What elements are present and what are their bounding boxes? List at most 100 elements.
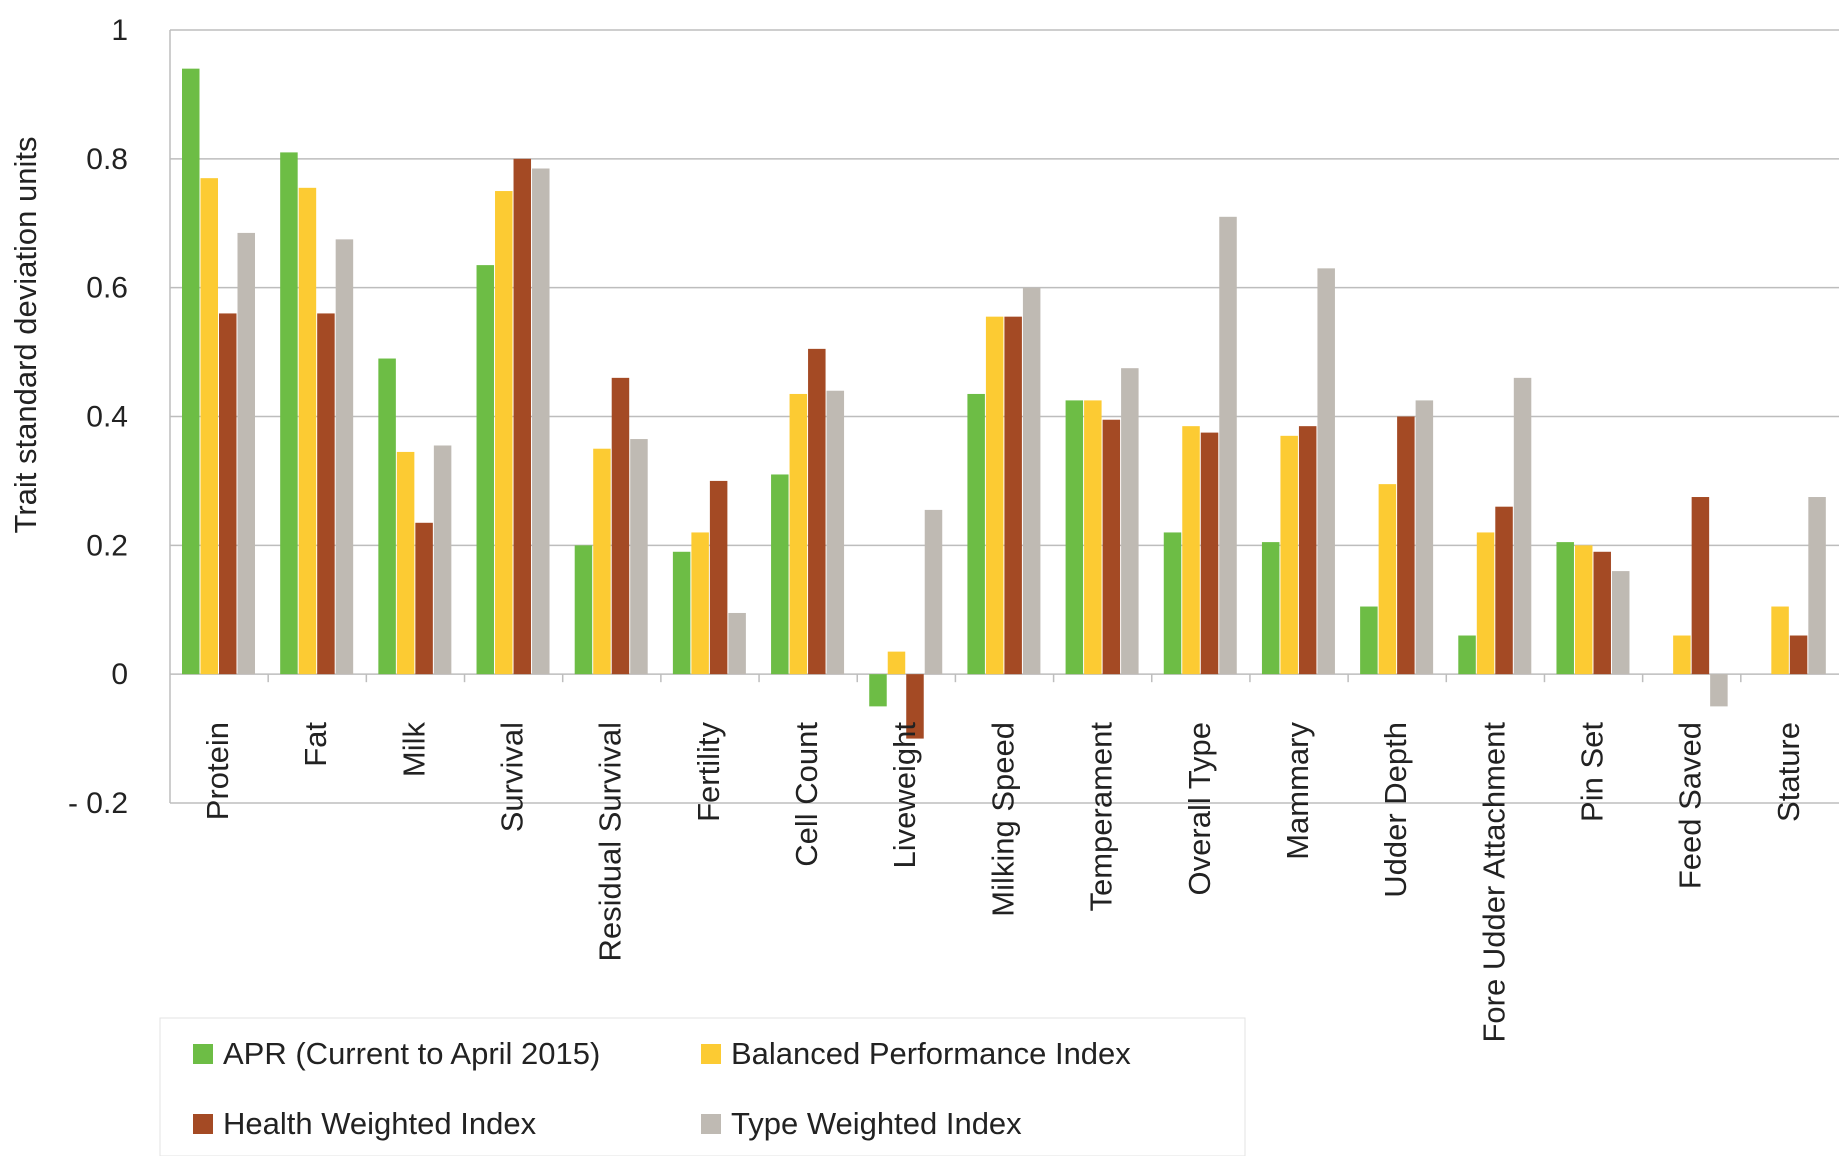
bar <box>378 358 396 675</box>
bar <box>1004 316 1022 675</box>
bar <box>495 191 513 675</box>
bar <box>1200 432 1219 675</box>
bar <box>887 651 906 675</box>
y-tick-label: 0.4 <box>86 401 128 434</box>
bar <box>1261 542 1280 675</box>
x-tick-label: Residual Survival <box>593 722 628 962</box>
bar <box>611 377 630 675</box>
bar <box>808 348 826 675</box>
y-tick-label: 0.8 <box>86 143 128 176</box>
bar <box>182 68 200 675</box>
bar <box>1458 635 1476 675</box>
bar <box>433 445 452 675</box>
bar <box>967 393 985 675</box>
legend-swatch <box>193 1114 213 1134</box>
y-tick-label: 1 <box>111 14 128 47</box>
bar <box>200 178 218 675</box>
x-tick-label: Milk <box>396 722 431 778</box>
bar <box>280 152 298 675</box>
x-tick-label: Milking Speed <box>985 722 1020 917</box>
bar <box>906 674 924 739</box>
x-axis-labels: Protein Fat Milk Survival Residual Survival F… <box>200 674 1806 1043</box>
x-tick-label: Overall Type <box>1182 722 1217 895</box>
legend-label: Balanced Performance Index <box>731 1036 1131 1071</box>
y-tick-label: 0.2 <box>86 529 128 562</box>
bar <box>593 448 611 675</box>
bar <box>709 480 728 675</box>
y-tick-label: 0.6 <box>86 272 128 305</box>
bar <box>1593 551 1611 675</box>
x-tick-label: Mammary <box>1280 722 1315 860</box>
bar <box>1378 484 1397 675</box>
bar <box>298 187 317 675</box>
bar <box>1691 497 1710 675</box>
bar <box>476 265 495 675</box>
x-tick-label: Survival <box>495 722 530 832</box>
bar <box>396 451 415 675</box>
legend-label: Type Weighted Index <box>731 1106 1022 1141</box>
bar <box>691 532 709 675</box>
x-tick-label: Protein <box>200 722 235 820</box>
bar <box>789 393 808 675</box>
bar <box>1360 606 1378 675</box>
bar <box>1611 571 1630 675</box>
bar <box>1789 635 1808 675</box>
x-tick-label: Feed Saved <box>1673 722 1708 889</box>
bar <box>1102 419 1121 675</box>
x-tick-label: Liveweight <box>887 722 922 869</box>
legend-swatch <box>701 1114 721 1134</box>
bar <box>1182 426 1200 675</box>
bar <box>826 390 845 675</box>
y-tick-label: - 0.2 <box>68 787 128 820</box>
bar <box>1476 532 1495 675</box>
bar <box>1219 216 1237 675</box>
bar <box>985 316 1004 675</box>
x-tick-label: Temperament <box>1084 722 1119 912</box>
bar <box>219 313 237 675</box>
y-axis-title: Trait standard deviation units <box>8 137 43 534</box>
bar <box>1022 287 1041 675</box>
y-axis: 1 0.8 0.6 0.4 0.2 0 - 0.2 <box>68 14 171 820</box>
x-tick-label: Udder Depth <box>1378 722 1413 898</box>
bar <box>415 522 433 675</box>
bar <box>574 545 593 675</box>
bar <box>1280 435 1298 675</box>
legend-swatch <box>193 1044 213 1064</box>
bar <box>1556 542 1574 675</box>
bar <box>335 239 354 675</box>
y-tick-label: 0 <box>111 658 128 691</box>
legend-label: Health Weighted Index <box>223 1106 537 1141</box>
bar <box>771 474 789 675</box>
bar <box>1121 368 1139 675</box>
legend: APR (Current to April 2015) Balanced Perf… <box>159 1017 1246 1156</box>
x-tick-label: Cell Count <box>789 722 824 867</box>
x-tick-label: Stature <box>1771 722 1806 822</box>
bar <box>513 158 532 675</box>
bar <box>672 551 691 675</box>
bar <box>1513 377 1532 675</box>
legend-swatch <box>701 1044 721 1064</box>
bar <box>1808 497 1826 675</box>
x-tick-label: Fore Udder Attachment <box>1476 722 1511 1043</box>
bar <box>1415 400 1434 675</box>
bar <box>1163 532 1182 675</box>
bar <box>728 612 746 675</box>
bar <box>1673 635 1691 675</box>
bar <box>869 674 887 707</box>
bar <box>237 232 255 675</box>
bar <box>1771 606 1789 675</box>
bar <box>1298 426 1317 675</box>
x-tick-label: Fertility <box>691 722 726 822</box>
bar <box>317 313 335 675</box>
bar <box>1710 674 1728 707</box>
x-tick-label: Fat <box>298 722 333 767</box>
bar <box>1065 400 1084 675</box>
bar <box>630 439 648 675</box>
bar <box>924 509 943 675</box>
bar <box>1084 400 1102 675</box>
bar <box>532 168 550 675</box>
bar <box>1574 545 1593 675</box>
bar <box>1397 416 1415 675</box>
bar <box>1495 506 1513 675</box>
